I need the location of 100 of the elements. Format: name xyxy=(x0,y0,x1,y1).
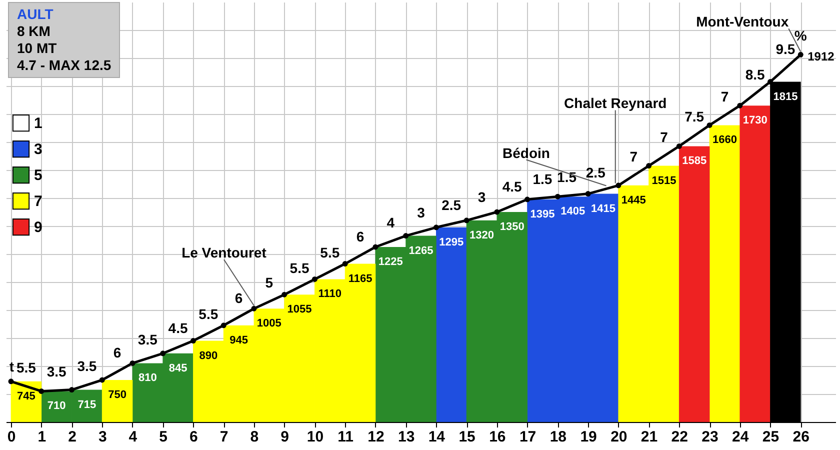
point xyxy=(282,292,288,298)
data-label: 945 xyxy=(230,334,248,346)
annotation: 9.5 xyxy=(776,41,796,58)
data-label: 1445 xyxy=(621,194,646,206)
x-tick-label: 4 xyxy=(128,428,138,446)
x-tick-label: 14 xyxy=(428,428,446,446)
point xyxy=(494,209,500,215)
x-tick-label: 25 xyxy=(762,428,780,446)
data-label: 1265 xyxy=(408,244,434,257)
point xyxy=(706,122,712,128)
x-tick-label: 6 xyxy=(190,428,198,446)
annotation: 5.5 xyxy=(16,359,36,376)
data-label: 1660 xyxy=(712,134,737,146)
x-tick-label: 0 xyxy=(7,428,16,446)
point xyxy=(160,350,166,356)
data-label: 1350 xyxy=(500,221,524,233)
data-label: 1055 xyxy=(287,304,312,316)
data-label: 710 xyxy=(47,400,66,412)
point xyxy=(8,378,14,384)
annotation: AULT xyxy=(17,6,54,23)
annotation: 10 MT xyxy=(17,40,58,57)
point xyxy=(433,224,439,230)
annotation: t xyxy=(9,358,14,374)
point xyxy=(251,306,257,312)
point xyxy=(524,196,530,202)
annotation: 5 xyxy=(265,274,274,291)
x-tick-label: 2 xyxy=(68,428,76,446)
data-label: 810 xyxy=(138,372,157,384)
x-tick-label: 19 xyxy=(580,428,597,446)
legend-label: 7 xyxy=(34,193,42,210)
x-tick-label: 15 xyxy=(458,428,476,446)
data-label: 1815 xyxy=(773,90,798,103)
legend-label: 5 xyxy=(34,167,42,184)
x-tick-label: 12 xyxy=(368,428,384,446)
annotation: Le Ventouret xyxy=(182,244,267,261)
data-label: 1405 xyxy=(560,206,586,218)
x-tick-label: 26 xyxy=(792,428,810,446)
x-tick-label: 24 xyxy=(732,428,750,446)
point xyxy=(312,276,318,282)
point xyxy=(554,194,560,200)
x-tick-label: 21 xyxy=(640,428,658,446)
x-tick-label: 7 xyxy=(220,428,228,446)
annotation: 7 xyxy=(630,148,638,165)
point xyxy=(220,322,226,328)
point xyxy=(676,143,682,149)
data-label: 715 xyxy=(78,398,96,411)
annotation: 4.5 xyxy=(502,178,522,195)
annotation: 2.5 xyxy=(442,196,462,213)
x-tick-label: 8 xyxy=(250,428,259,446)
x-tick-label: 9 xyxy=(280,428,290,446)
annotation: 1.5 xyxy=(557,168,577,185)
point xyxy=(403,233,409,239)
data-label: 1395 xyxy=(530,208,555,220)
x-tick-label: 20 xyxy=(610,428,628,446)
point xyxy=(99,377,105,383)
x-tick-label: 13 xyxy=(398,428,415,446)
legend-label: 9 xyxy=(34,219,42,236)
annotation: 3 xyxy=(478,189,486,206)
annotation: 7 xyxy=(720,88,729,104)
point xyxy=(768,79,773,85)
legend-label: 3 xyxy=(34,141,42,158)
annotation: 4.5 xyxy=(168,320,188,336)
annotation: 2.5 xyxy=(586,164,606,181)
data-label: 1110 xyxy=(318,288,342,300)
point xyxy=(190,338,196,344)
point xyxy=(737,102,743,108)
data-label: 1415 xyxy=(590,202,616,215)
x-tick-label: 11 xyxy=(338,428,354,446)
data-label: 1320 xyxy=(470,229,494,242)
annotation: 8 KM xyxy=(17,23,52,40)
data-label: 1005 xyxy=(256,318,282,330)
annotation: 5.5 xyxy=(320,244,340,260)
x-tick-label: 16 xyxy=(489,428,506,446)
point xyxy=(798,52,804,58)
x-tick-label: 23 xyxy=(702,428,718,446)
data-label: 1515 xyxy=(652,174,676,187)
point xyxy=(372,244,378,250)
annotation: 7.5 xyxy=(684,108,704,125)
legend-label: 1 xyxy=(34,115,42,132)
data-label: 845 xyxy=(168,362,188,374)
x-tick-label: 10 xyxy=(306,428,324,446)
point xyxy=(130,360,136,366)
data-label: 1730 xyxy=(742,114,768,127)
data-label: 750 xyxy=(108,389,126,401)
annotation: Bédoin xyxy=(502,144,550,161)
annotation: 3.5 xyxy=(46,364,66,380)
annotation: 6 xyxy=(113,344,122,361)
annotation: Mont-Ventoux xyxy=(696,14,789,30)
annotation: 8.5 xyxy=(745,66,766,83)
data-label: 745 xyxy=(17,390,36,402)
point xyxy=(464,218,470,224)
annotation: 3.5 xyxy=(77,358,97,374)
x-tick-label: 1 xyxy=(38,428,46,446)
data-label: 1165 xyxy=(348,272,372,285)
annotation: 6 xyxy=(356,228,364,244)
annotation: 3 xyxy=(417,204,426,221)
point xyxy=(585,191,591,197)
annotation: Chalet Reynard xyxy=(564,95,667,112)
data-label: 1585 xyxy=(682,155,707,168)
point xyxy=(646,163,652,169)
